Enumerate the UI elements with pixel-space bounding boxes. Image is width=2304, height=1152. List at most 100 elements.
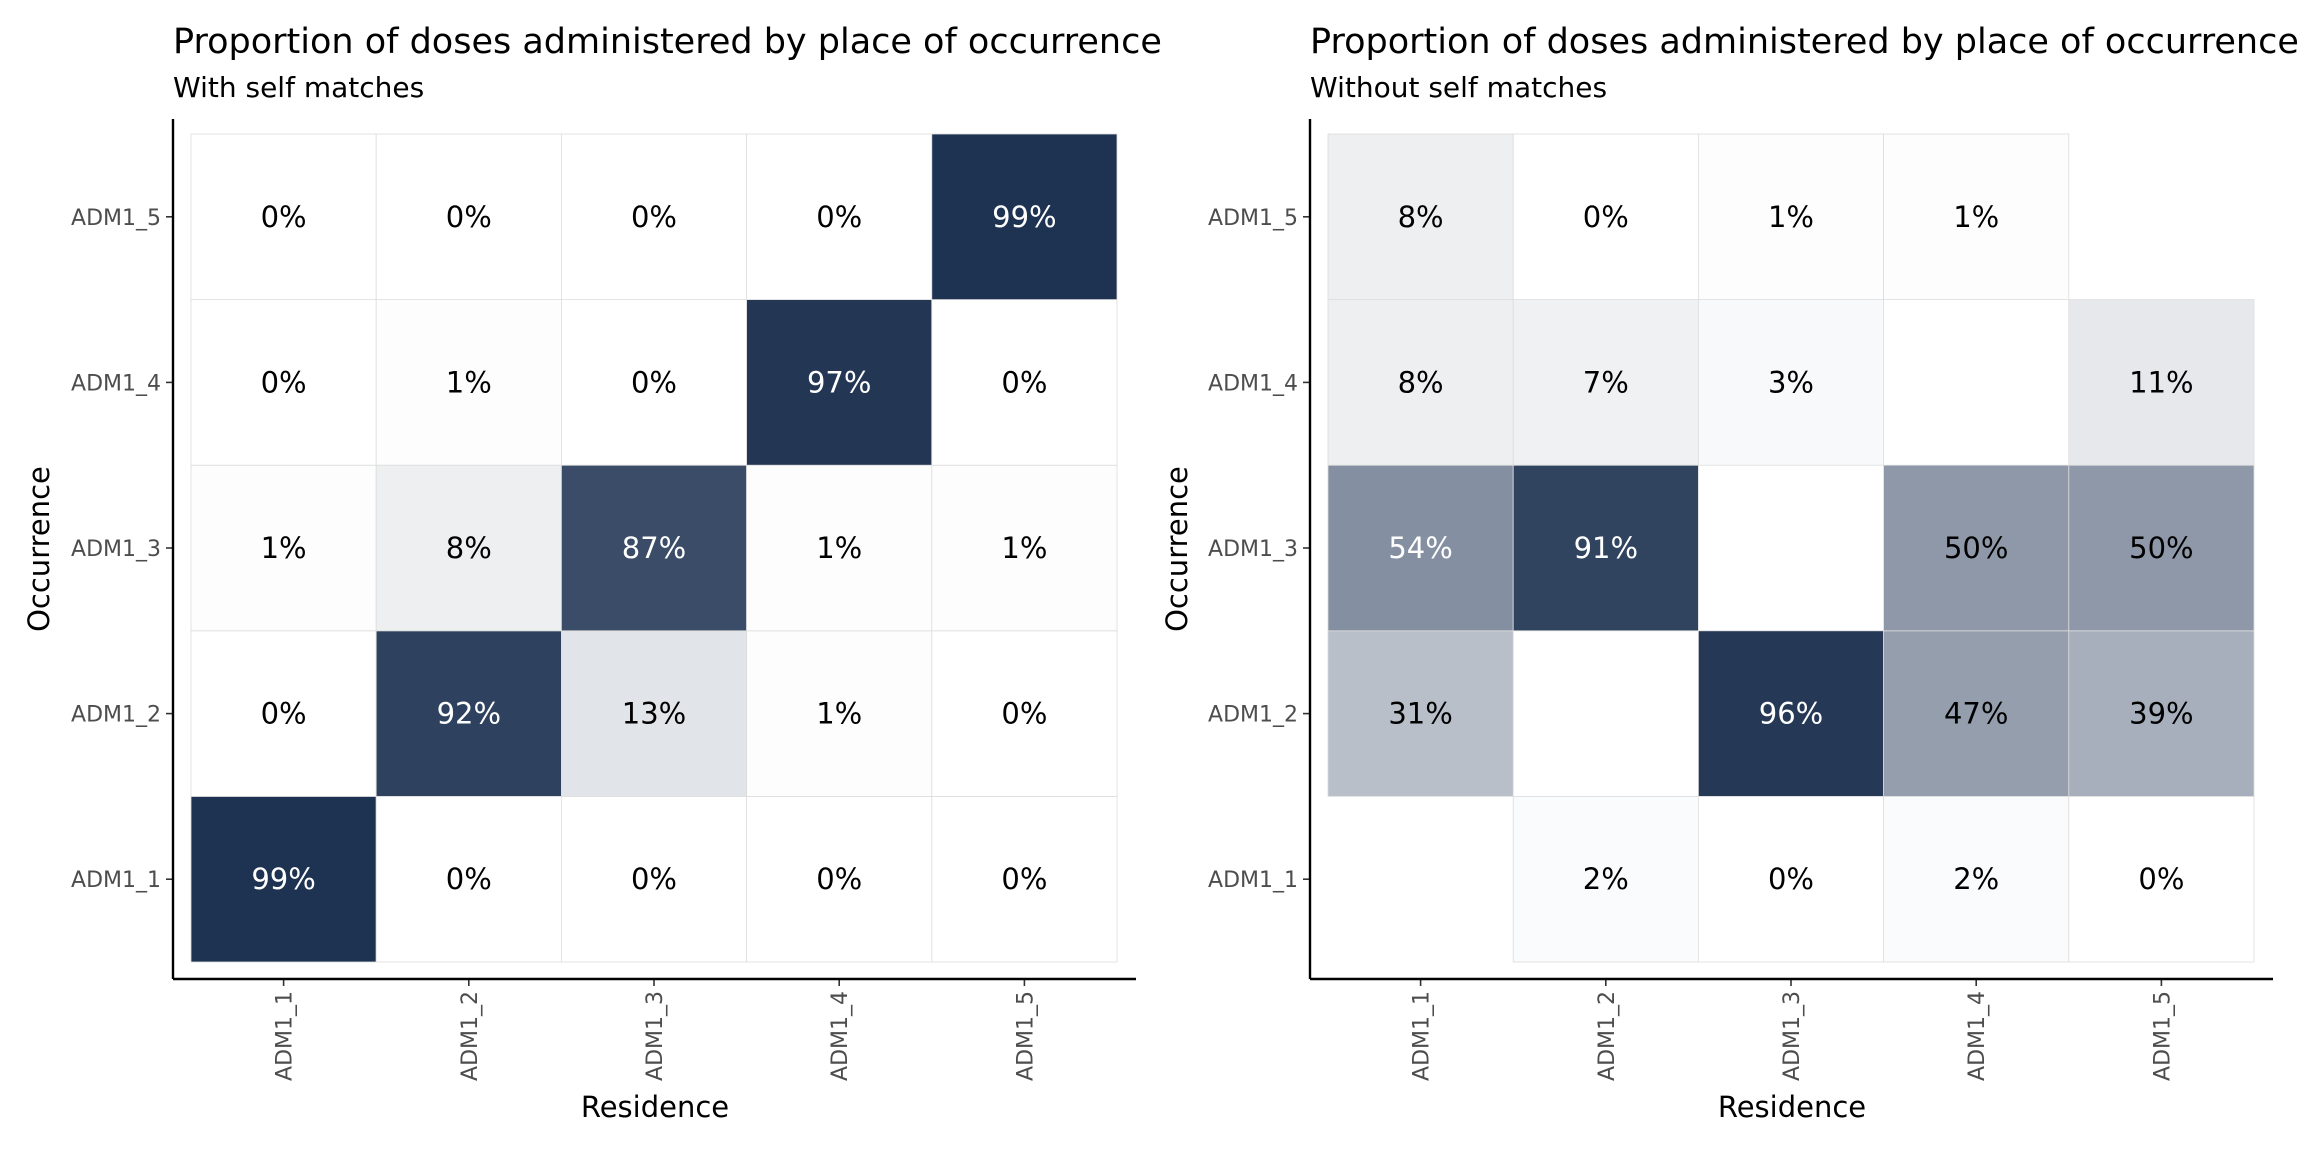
cell-value-label: 0%	[816, 862, 862, 896]
heatmap-cell	[931, 299, 1118, 466]
heatmap-cell	[2068, 464, 2255, 632]
heatmap-cell	[746, 299, 933, 466]
heatmap-panel-without-self-matches: Proportion of doses administered by plac…	[1160, 22, 2299, 1124]
cell-value-label: 0%	[1001, 697, 1047, 731]
cell-value-label: 2%	[1583, 862, 1629, 896]
cell-layer: 2% 0% 2% 0% 31% 96% 47% 39% 54% 91% 50% 50% 8% 7% 3% 11…	[1327, 133, 2255, 963]
cell-value-label: 1%	[446, 365, 492, 399]
cell-value-label: 47%	[1944, 697, 2008, 731]
x-tick-label: ADM1_3	[1780, 991, 1805, 1081]
y-tick-label: ADM1_4	[71, 371, 161, 396]
cell-value-label: 0%	[446, 862, 492, 896]
cell-value-label: 8%	[446, 531, 492, 565]
cell-value-label: 39%	[2129, 697, 2193, 731]
heatmap-cell	[2068, 299, 2255, 466]
cell-value-label: 97%	[807, 365, 871, 399]
cell-value-label: 2%	[1953, 862, 1999, 896]
heatmap-panel-with-self-matches: Proportion of doses administered by plac…	[22, 22, 1162, 1124]
heatmap-cell	[375, 796, 562, 963]
cell-value-label: 96%	[1759, 697, 1823, 731]
cell-value-label: 1%	[1768, 200, 1814, 234]
y-tick-label: ADM1_5	[71, 206, 161, 231]
heatmap-cell	[1883, 464, 2070, 632]
heatmap-cell	[931, 133, 1118, 301]
heatmap-cell	[1512, 133, 1699, 301]
cell-value-label: 54%	[1388, 531, 1452, 565]
heatmap-cell	[375, 299, 562, 466]
heatmap-cell	[190, 133, 377, 301]
x-tick-label: ADM1_5	[1013, 991, 1038, 1081]
heatmap-cell	[1512, 299, 1699, 466]
cell-value-label: 31%	[1388, 697, 1452, 731]
y-tick-label: ADM1_1	[1208, 868, 1298, 893]
cell-value-label: 1%	[261, 531, 307, 565]
x-tick-label: ADM1_1	[273, 991, 298, 1081]
heatmap-cell	[931, 630, 1118, 797]
cell-value-label: 87%	[622, 531, 686, 565]
cell-value-label: 11%	[2129, 365, 2193, 399]
cell-value-label: 91%	[1574, 531, 1638, 565]
y-tick-label: ADM1_1	[71, 868, 161, 893]
heatmap-cell	[1698, 133, 1885, 301]
cell-value-label: 0%	[261, 697, 307, 731]
cell-value-label: 92%	[437, 697, 501, 731]
cell-value-label: 0%	[631, 200, 677, 234]
heatmap-cell	[375, 464, 562, 632]
heatmap-cell	[1883, 630, 2070, 797]
tick-layer: ADM1_1 ADM1_2 ADM1_3 ADM1_4 ADM1_5 ADM1_1 ADM1…	[1208, 206, 2175, 1081]
cell-value-label: 50%	[2129, 531, 2193, 565]
cell-value-label: 8%	[1398, 365, 1444, 399]
heatmap-cell	[1698, 796, 1885, 963]
heatmap-cell	[190, 796, 377, 963]
cell-value-label: 0%	[446, 200, 492, 234]
cell-layer: 99% 0% 0% 0% 0% 0% 92% 13% 1% 0% 1% 8% 87% 1% 1% 0% 1% 0%…	[190, 133, 1118, 963]
heatmap-cell	[1512, 796, 1699, 963]
heatmap-cell	[1883, 133, 2070, 301]
cell-value-label: 0%	[631, 862, 677, 896]
cell-value-label: 1%	[1953, 200, 1999, 234]
cell-value-label: 1%	[816, 697, 862, 731]
heatmap-cell	[746, 796, 933, 963]
heatmap-cell	[2068, 796, 2255, 963]
panel-title: Proportion of doses administered by plac…	[173, 22, 1162, 62]
y-tick-label: ADM1_4	[1208, 371, 1298, 396]
cell-value-label: 0%	[1001, 862, 1047, 896]
y-tick-label: ADM1_2	[71, 703, 161, 728]
heatmap-cell	[931, 464, 1118, 632]
cell-value-label: 13%	[622, 697, 686, 731]
cell-value-label: 0%	[631, 365, 677, 399]
y-axis-title: Occurrence	[22, 466, 56, 632]
y-tick-label: ADM1_2	[1208, 703, 1298, 728]
tick-layer: ADM1_1 ADM1_2 ADM1_3 ADM1_4 ADM1_5 ADM1_1 ADM1…	[71, 206, 1038, 1081]
y-tick-label: ADM1_3	[1208, 537, 1298, 562]
heatmap-cell	[1883, 796, 2070, 963]
cell-value-label: 99%	[992, 200, 1056, 234]
panel-subtitle: Without self matches	[1310, 71, 1607, 104]
x-tick-label: ADM1_4	[828, 991, 853, 1081]
heatmap-cell	[746, 630, 933, 797]
cell-value-label: 0%	[1583, 200, 1629, 234]
x-tick-label: ADM1_1	[1410, 991, 1435, 1081]
heatmap-cell	[1327, 299, 1514, 466]
x-tick-label: ADM1_4	[1965, 991, 1990, 1081]
cell-value-label: 0%	[261, 200, 307, 234]
x-tick-label: ADM1_3	[643, 991, 668, 1081]
heatmap-cell	[561, 464, 748, 632]
y-axis-title: Occurrence	[1160, 466, 1194, 632]
cell-value-label: 1%	[816, 531, 862, 565]
heatmap-cell	[375, 630, 562, 797]
heatmap-cell	[1327, 630, 1514, 797]
cell-value-label: 99%	[251, 862, 315, 896]
heatmap-cell	[1512, 464, 1699, 632]
x-tick-label: ADM1_5	[2150, 991, 2175, 1081]
heatmap-cell	[190, 299, 377, 466]
x-axis-title: Residence	[581, 1090, 729, 1124]
cell-value-label: 0%	[261, 365, 307, 399]
x-axis-title: Residence	[1718, 1090, 1866, 1124]
panel-title: Proportion of doses administered by plac…	[1310, 22, 2299, 62]
cell-value-label: 0%	[2138, 862, 2184, 896]
x-tick-label: ADM1_2	[1595, 991, 1620, 1081]
y-tick-label: ADM1_5	[1208, 206, 1298, 231]
heatmap-cell	[561, 133, 748, 301]
